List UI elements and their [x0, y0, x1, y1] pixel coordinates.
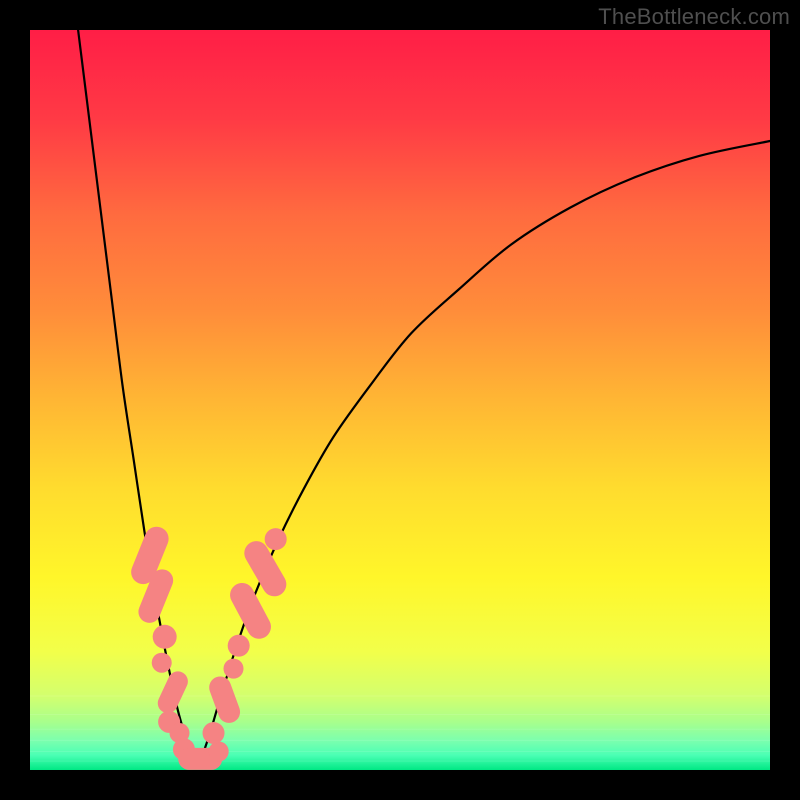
marker-dot	[265, 528, 287, 550]
marker-dot	[203, 722, 225, 744]
bottleneck-curve-svg	[0, 0, 800, 800]
marker-dot	[228, 635, 250, 657]
marker-dot	[152, 653, 172, 673]
watermark-text: TheBottleneck.com	[598, 4, 790, 30]
plot-background	[30, 30, 770, 770]
marker-dot	[153, 625, 177, 649]
marker-dot	[224, 659, 244, 679]
marker-dot	[209, 742, 229, 762]
chart-canvas: TheBottleneck.com	[0, 0, 800, 800]
